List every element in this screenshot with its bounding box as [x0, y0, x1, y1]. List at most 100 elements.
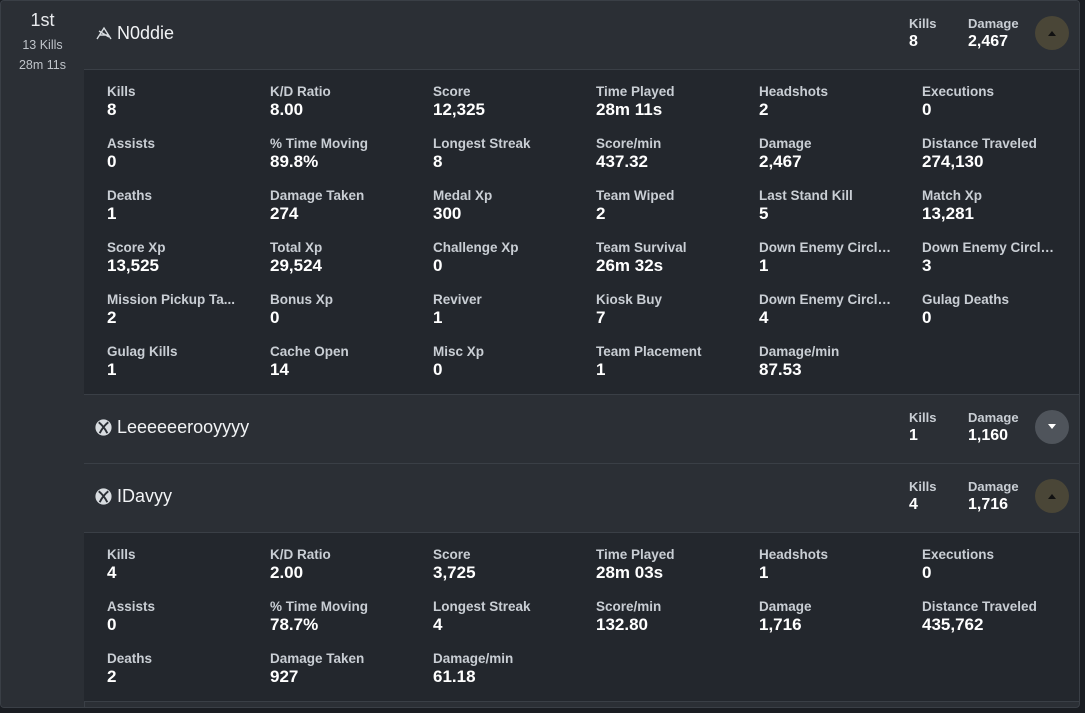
- player-header[interactable]: Leeeeeerooyyyy Kills 1 Damage 1,160: [84, 395, 1079, 464]
- stat-label: % Time Moving: [270, 136, 369, 151]
- chevron-up-icon: [1047, 493, 1057, 499]
- stat-label: Down Enemy Circle...: [922, 240, 1057, 255]
- stat-value: 5: [759, 204, 769, 223]
- chevron-down-icon: [1047, 424, 1057, 430]
- player-header[interactable]: IDavyy Kills 4 Damage 1,716: [84, 464, 1079, 533]
- stat-value: 8: [433, 152, 443, 171]
- stat-value: 13,281: [922, 204, 974, 223]
- stat-label: Team Survival: [596, 240, 687, 255]
- stat-cell: Time Played 28m 03s: [596, 547, 759, 587]
- stat-value: 1: [596, 360, 606, 379]
- stat-value: 1: [107, 360, 117, 379]
- stat-value: 274,130: [922, 152, 984, 171]
- stat-value: 0: [433, 256, 443, 275]
- stat-cell: Damage Taken 274: [270, 188, 433, 228]
- expand-button[interactable]: [1035, 410, 1069, 444]
- player-kills-label: Kills: [909, 16, 937, 31]
- player-damage-label: Damage: [968, 16, 1019, 31]
- stat-cell: Down Enemy Circle... 1: [759, 240, 922, 280]
- stat-cell: % Time Moving 78.7%: [270, 599, 433, 639]
- stat-cell: Score Xp 13,525: [107, 240, 270, 280]
- stat-value: 132.80: [596, 615, 648, 634]
- stat-cell: Challenge Xp 0: [433, 240, 596, 280]
- stat-label: Damage: [759, 599, 812, 614]
- stat-value: 2.00: [270, 563, 304, 582]
- stat-value: 4: [433, 615, 443, 634]
- stat-value: 2: [596, 204, 606, 223]
- stat-value: 3: [922, 256, 932, 275]
- stat-value: 0: [922, 308, 932, 327]
- stat-cell: Misc Xp 0: [433, 344, 596, 384]
- stat-cell: Longest Streak 4: [433, 599, 596, 639]
- stat-cell: Cache Open 14: [270, 344, 433, 384]
- stat-label: Challenge Xp: [433, 240, 519, 255]
- stat-value: 0: [433, 360, 443, 379]
- stat-cell: Damage Taken 927: [270, 651, 433, 691]
- stat-cell: Score 12,325: [433, 84, 596, 124]
- player-name-text: N0ddie: [117, 23, 175, 43]
- stat-value: 2: [759, 100, 769, 119]
- stat-value: 28m 03s: [596, 563, 664, 582]
- stat-cell: Longest Streak 8: [433, 136, 596, 176]
- stat-label: Team Placement: [596, 344, 702, 359]
- stat-cell: Time Played 28m 11s: [596, 84, 759, 124]
- stat-label: % Time Moving: [270, 599, 369, 614]
- stat-label: Distance Traveled: [922, 599, 1037, 614]
- stat-cell: Down Enemy Circle... 4: [759, 292, 922, 332]
- player-kills-label: Kills: [909, 479, 937, 494]
- stat-label: Total Xp: [270, 240, 323, 255]
- stat-label: Last Stand Kill: [759, 188, 853, 203]
- stat-value: 927: [270, 667, 299, 686]
- xbox-icon: [94, 418, 113, 437]
- player-name-text: IDavyy: [117, 486, 173, 506]
- stat-cell: Reviver 1: [433, 292, 596, 332]
- stat-value: 26m 32s: [596, 256, 664, 275]
- placement-time: 28m 11s: [18, 58, 66, 72]
- stat-label: Down Enemy Circle...: [759, 240, 894, 255]
- stat-cell: Score/min 132.80: [596, 599, 759, 639]
- stat-value: 2: [107, 308, 117, 327]
- stat-label: Deaths: [107, 188, 153, 203]
- stat-label: Gulag Kills: [107, 344, 178, 359]
- stat-cell: Deaths 2: [107, 651, 270, 691]
- stat-cell: Gulag Kills 1: [107, 344, 270, 384]
- stat-label: Assists: [107, 599, 156, 614]
- player-damage: Damage 1,160: [968, 410, 1019, 445]
- stat-label: Damage Taken: [270, 188, 365, 203]
- stat-cell: Damage/min 87.53: [759, 344, 922, 384]
- stat-value: 28m 11s: [596, 100, 663, 119]
- player-damage-value: 1,160: [968, 427, 1009, 444]
- stat-label: Reviver: [433, 292, 482, 307]
- stat-label: Gulag Deaths: [922, 292, 1010, 307]
- stat-value: 61.18: [433, 667, 476, 686]
- player-header[interactable]: N0ddie Kills 8 Damage 2,467: [84, 1, 1079, 70]
- stat-cell: Damage 2,467: [759, 136, 922, 176]
- player-name: N0ddie: [94, 23, 174, 44]
- stat-cell: % Time Moving 89.8%: [270, 136, 433, 176]
- stat-cell: Down Enemy Circle... 3: [922, 240, 1079, 280]
- stat-label: Time Played: [596, 547, 675, 562]
- player-name: Leeeeeerooyyyy: [94, 417, 249, 438]
- stat-cell: Last Stand Kill 5: [759, 188, 922, 228]
- player-stats-panel: Kills 8 K/D Ratio 8.00 Score 12,325 Time Pl…: [84, 70, 1079, 395]
- collapse-button[interactable]: [1035, 479, 1069, 513]
- player-kills-label: Kills: [909, 410, 937, 425]
- stat-cell: Damage/min 61.18: [433, 651, 596, 691]
- stat-value: 0: [107, 152, 117, 171]
- stat-cell: Executions 0: [922, 547, 1079, 587]
- stat-value: 2: [107, 667, 117, 686]
- stat-cell: Headshots 1: [759, 547, 922, 587]
- stat-cell: Distance Traveled 274,130: [922, 136, 1079, 176]
- stat-label: Bonus Xp: [270, 292, 333, 307]
- stat-label: Misc Xp: [433, 344, 485, 359]
- player-name-text: Leeeeeerooyyyy: [117, 417, 250, 437]
- collapse-button[interactable]: [1035, 16, 1069, 50]
- stat-value: 8.00: [270, 100, 304, 119]
- stat-cell: Gulag Deaths 0: [922, 292, 1079, 332]
- stat-label: Executions: [922, 547, 995, 562]
- stat-label: Deaths: [107, 651, 153, 666]
- stat-cell: Kills 8: [107, 84, 270, 124]
- stat-cell: Kills 4: [107, 547, 270, 587]
- stat-value: 0: [922, 563, 932, 582]
- stat-label: Score: [433, 547, 471, 562]
